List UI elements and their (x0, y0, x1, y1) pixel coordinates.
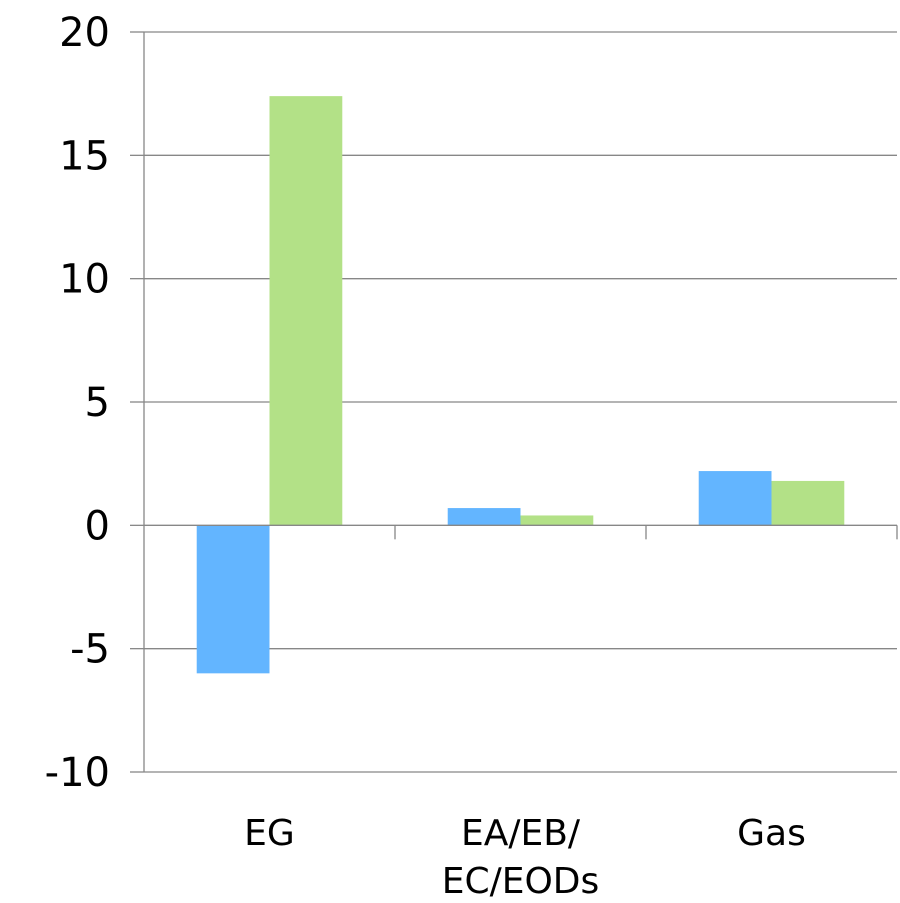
labels: -10 -5 0 5 10 15 20 EG EA/EB/EC/EODs Gas (45, 10, 806, 902)
y-tick-label: 15 (59, 133, 110, 179)
bar-series-2-cat-3 (771, 480, 845, 526)
x-category-label: Gas (737, 813, 806, 854)
bars (196, 96, 845, 674)
x-category-label: EA/EB/EC/EODs (442, 813, 600, 902)
y-tick-label: 5 (85, 380, 110, 426)
y-tick-label: -5 (70, 627, 110, 673)
y-tick-label: 0 (85, 503, 110, 549)
x-category-label-line: EA/EB/ (461, 813, 581, 854)
bar-series-1-cat-1 (196, 525, 270, 674)
bar-series-1-cat-2 (447, 508, 521, 526)
y-tick-label: -10 (45, 750, 110, 796)
bar-series-2-cat-2 (520, 515, 594, 526)
bar-series-2-cat-1 (269, 96, 343, 526)
x-category-label-line: Gas (737, 813, 806, 854)
x-category-label: EG (244, 813, 295, 854)
bar-series-1-cat-3 (698, 471, 772, 526)
y-tick-label: 10 (59, 257, 110, 303)
axes (130, 31, 898, 773)
y-tick-label: 20 (59, 10, 110, 56)
x-category-label-line: EG (244, 813, 295, 854)
x-category-label-line: EC/EODs (442, 861, 600, 902)
